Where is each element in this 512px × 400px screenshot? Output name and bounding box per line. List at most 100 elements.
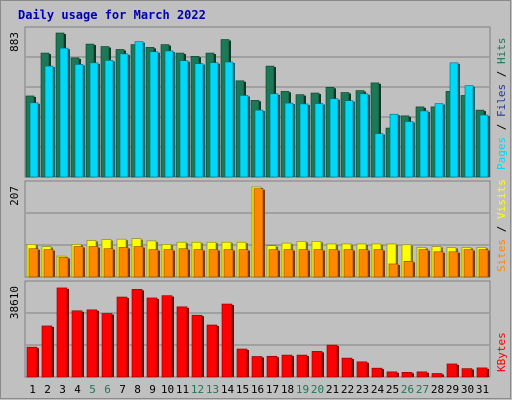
kbytes-bar-day-8 [131,289,144,378]
x-label-day-2: 2 [44,383,51,396]
sites-bar-day-17-face [268,249,279,278]
pages-bar-day-4 [74,64,85,178]
pages-bar-day-25 [389,113,400,178]
kbytes-bar-day-15-face [236,348,248,378]
pages-bar-day-12-face [194,63,204,178]
legend-files: Files [495,84,508,117]
pages-bar-day-9-face [149,51,159,178]
sites-bar-day-27 [418,249,430,278]
legend-separator: / [495,219,508,239]
x-label-day-17: 17 [266,383,279,396]
kbytes-bar-day-29-face [446,363,458,378]
kbytes-legend: KBytes [495,332,508,372]
sites-bar-day-8 [133,246,145,278]
pages-bar-day-25-face [389,113,399,178]
kbytes-bar-day-27-face [416,371,428,378]
pages-bar-day-22 [344,100,355,178]
traffic-panel: 883 Pages / Files / Hits [8,26,508,178]
pages-bar-day-17 [269,93,280,178]
sites-bar-day-11 [178,248,190,278]
x-label-day-13: 13 [206,383,219,396]
chart-title: Daily usage for March 2022 [18,8,206,22]
kbytes-bar-day-17-face [266,355,278,378]
sites-bar-day-30-face [463,249,474,278]
traffic-max-label: 883 [8,32,21,52]
x-label-day-22: 22 [341,383,354,396]
kbytes-bar-day-16 [251,356,264,378]
pages-bar-day-12 [194,63,205,178]
sites-bar-day-29-face [448,251,459,278]
kbytes-bar-day-13-face [206,324,218,378]
sites-bar-day-27-face [418,249,429,278]
kbytes-bar-day-31 [476,367,489,378]
kbytes-bar-day-4 [71,310,84,378]
legend-kbytes: KBytes [495,332,508,372]
kbytes-bar-day-7-face [116,296,128,378]
kbytes-bar-day-17 [266,355,279,378]
sites-bar-day-23-face [358,249,369,278]
x-label-day-7: 7 [119,383,126,396]
pages-bar-day-8 [134,41,145,178]
kbytes-bar-day-23-face [356,361,368,378]
sites-bar-day-26-face [403,261,414,278]
sites-bar-day-16 [253,188,265,278]
kbytes-bar-day-4-face [71,310,83,378]
sites-bar-day-31 [478,249,490,278]
kbytes-bar-day-15 [236,348,249,378]
pages-bar-day-30-face [464,85,474,178]
sites-bar-day-1 [28,248,40,278]
pages-bar-day-14-face [224,61,234,178]
kbytes-bar-day-28 [431,373,444,378]
sites-bar-day-21 [328,249,340,278]
pages-bar-day-18 [284,102,295,178]
legend-pages: Pages [495,137,508,170]
kbytes-bar-day-1 [26,346,39,378]
x-label-day-15: 15 [236,383,249,396]
sites-bar-day-20 [313,249,325,278]
pages-bar-day-31 [479,114,490,178]
kbytes-bar-day-28-face [431,373,443,378]
sites-bar-day-13 [208,249,220,278]
kbytes-legend-text: KBytes [495,332,508,372]
x-label-day-23: 23 [356,383,369,396]
kbytes-bar-day-12-face [191,314,203,378]
kbytes-bar-day-18 [281,354,294,378]
x-label-day-26: 26 [401,383,414,396]
x-label-day-27: 27 [416,383,429,396]
pages-bar-day-21-face [329,98,339,178]
traffic-bars [25,32,490,178]
sites-bar-day-6 [103,248,115,278]
sites-bar-day-24 [373,249,385,278]
pages-bar-day-28-face [434,103,444,178]
pages-bar-day-31-face [479,114,489,178]
x-label-day-30: 30 [461,383,474,396]
kbytes-bar-day-12 [191,314,204,378]
kbytes-bar-day-23 [356,361,369,378]
pages-bar-day-8-face [134,41,144,178]
kbytes-bar-day-2 [41,325,54,378]
kbytes-bar-day-25-face [386,371,398,378]
x-label-day-12: 12 [191,383,204,396]
pages-bar-day-7-face [119,53,129,178]
pages-bar-day-15 [239,95,250,178]
kbytes-bar-day-7 [116,296,129,378]
sites-bar-day-22-face [343,249,354,278]
kbytes-bar-day-10 [161,295,174,378]
pages-bar-day-1 [29,102,40,178]
kbytes-bar-day-16-face [251,356,263,378]
visitors-legend: Sites / Visits [495,179,508,272]
x-label-day-18: 18 [281,383,294,396]
sites-bar-day-12-face [193,249,204,278]
sites-bar-day-30 [463,249,475,278]
kbytes-bar-day-21 [326,344,339,378]
pages-bar-day-18-face [284,102,294,178]
pages-bar-day-23-face [359,93,369,178]
kbytes-bar-day-3-face [56,287,68,378]
x-label-day-31: 31 [476,383,489,396]
pages-bar-day-3 [59,47,70,178]
kbytes-bar-day-24-face [371,367,383,378]
sites-bar-day-17 [268,249,280,278]
sites-bar-day-29 [448,251,460,278]
pages-bar-day-22-face [344,100,354,178]
